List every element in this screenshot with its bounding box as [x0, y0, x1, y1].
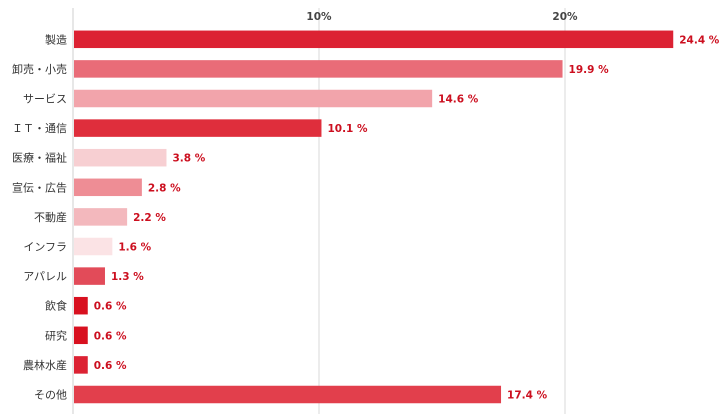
- bar: [74, 30, 674, 49]
- value-label: 10.1 %: [327, 123, 368, 135]
- value-label: 0.6 %: [94, 301, 127, 313]
- value-label: 3.8 %: [172, 153, 205, 165]
- value-label: 19.9 %: [569, 64, 610, 76]
- category-label: その他: [34, 389, 67, 402]
- category-label: インフラ: [23, 241, 67, 254]
- value-label: 0.6 %: [94, 360, 127, 372]
- bar: [74, 148, 167, 167]
- category-label: サービス: [23, 93, 67, 106]
- category-label: 卸売・小売: [12, 62, 67, 76]
- bar: [74, 326, 88, 345]
- category-label: アパレル: [23, 270, 67, 283]
- value-label: 2.8 %: [148, 182, 181, 194]
- value-label: 2.2 %: [133, 212, 166, 224]
- value-label: 24.4 %: [679, 34, 720, 46]
- value-label: 1.3 %: [111, 271, 144, 283]
- category-label: 飲食: [45, 299, 67, 313]
- category-label: 医療・福祉: [12, 151, 67, 165]
- category-label: ＩＴ・通信: [12, 122, 67, 135]
- bar: [74, 208, 128, 226]
- value-label: 1.6 %: [118, 242, 151, 254]
- value-label: 0.6 %: [94, 330, 127, 342]
- value-label: 14.6 %: [438, 94, 479, 106]
- category-label: 農林水産: [23, 358, 67, 372]
- bar: [74, 356, 88, 374]
- bar: [74, 237, 113, 256]
- category-label: 宣伝・広告: [12, 180, 67, 194]
- bar: [74, 178, 142, 197]
- bar: [74, 119, 322, 137]
- bar: [74, 89, 433, 108]
- category-label: 研究: [45, 328, 67, 342]
- category-label: 製造: [45, 32, 67, 46]
- bar: [74, 296, 88, 315]
- x-tick-label: 10%: [306, 11, 332, 23]
- bar: [74, 385, 502, 404]
- bar: [74, 267, 105, 285]
- category-label: 不動産: [34, 210, 67, 224]
- x-tick-label: 20%: [552, 11, 578, 23]
- bar: [74, 60, 563, 78]
- value-label: 17.4 %: [507, 390, 548, 402]
